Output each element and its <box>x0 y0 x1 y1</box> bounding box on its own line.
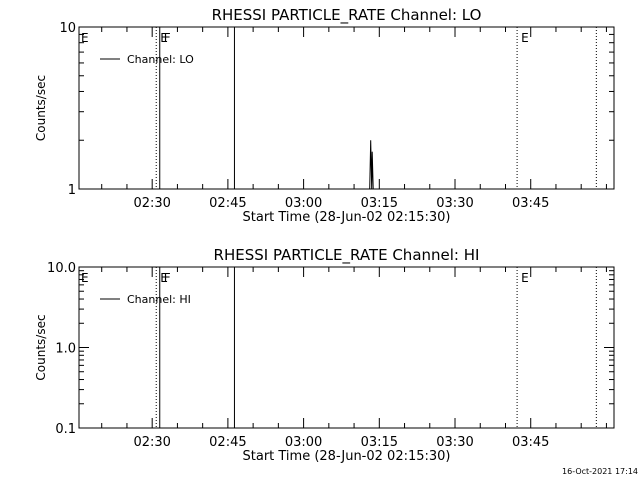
panel-1-title: RHESSI PARTICLE_RATE Channel: LO <box>212 6 482 25</box>
panel-2-marker-label: E <box>160 271 168 285</box>
panel-1-x-tick-label: 03:15 <box>361 196 398 211</box>
panel-1-plot-frame <box>78 26 615 190</box>
panel-1-legend-entry: Channel: LO <box>127 53 194 66</box>
panel-1-y-tick-label: 10 <box>59 21 76 36</box>
panel-2-y-tick-label: 10.0 <box>47 261 76 276</box>
panel-2-x-tick-label: 03:30 <box>436 435 473 450</box>
panel-2-x-axis-label: Start Time (28-Jun-02 02:15:30) <box>243 449 451 464</box>
panel-2-y-tick-label: 0.1 <box>55 422 76 437</box>
panel-2-x-tick-label: 02:30 <box>133 435 170 450</box>
panel-1-y-axis-label: Counts/sec <box>34 75 48 141</box>
panel-2-marker-label-edge: E <box>81 271 89 285</box>
panel-1-marker-label: E <box>521 31 529 45</box>
panel-2-x-tick-label: 03:15 <box>361 435 398 450</box>
panel-1-series-line <box>369 140 374 190</box>
panel-1-marker-label-edge: E <box>81 31 89 45</box>
panel-2-marker-label: F <box>164 271 171 285</box>
panel-1-x-tick-label: 03:45 <box>512 196 549 211</box>
panel-2-plot-frame <box>78 266 615 429</box>
panel-1-x-tick-label: 03:00 <box>285 196 322 211</box>
panel-2-y-tick-label: 1.0 <box>55 342 76 357</box>
panel-2-title: RHESSI PARTICLE_RATE Channel: HI <box>214 246 480 265</box>
panel-2-legend-entry: Channel: HI <box>127 293 191 306</box>
panel-1-x-tick-label: 03:30 <box>436 196 473 211</box>
panel-1-x-tick-label: 02:30 <box>133 196 170 211</box>
panel-1-y-tick-label: 1 <box>68 183 76 198</box>
panel-2-x-tick-label: 02:45 <box>209 435 246 450</box>
footer-timestamp: 16-Oct-2021 17:14 <box>562 467 638 476</box>
panel-1-x-axis-label: Start Time (28-Jun-02 02:15:30) <box>243 210 451 225</box>
panel-1-marker-label: E <box>160 31 168 45</box>
panel-2-y-axis-label: Counts/sec <box>34 314 48 380</box>
panel-2-marker-label: E <box>521 271 529 285</box>
panel-1-marker-label: F <box>164 31 171 45</box>
panel-1-x-tick-label: 02:45 <box>209 196 246 211</box>
panel-2-x-tick-label: 03:00 <box>285 435 322 450</box>
panel-2-x-tick-label: 03:45 <box>512 435 549 450</box>
